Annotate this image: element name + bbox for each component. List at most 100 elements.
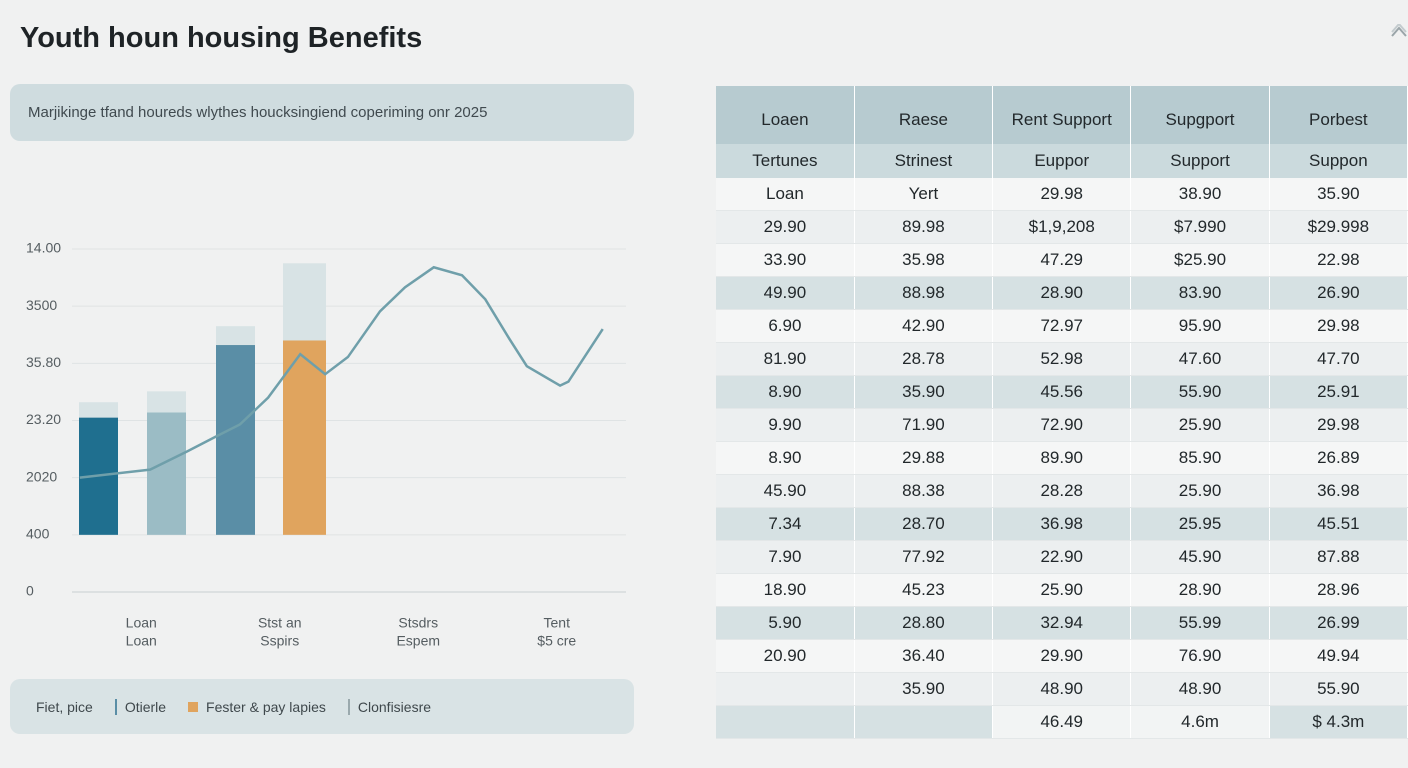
legend-label: Fiet, pice [36, 698, 93, 715]
x-tick-label: Loan [126, 615, 157, 631]
table-row: 5.90 28.80 32.94 55.99 26.99 [716, 606, 1408, 640]
table-cell: 18.90 [716, 573, 855, 607]
header-cell: Strinest [854, 144, 994, 178]
y-tick-label: 400 [26, 526, 50, 542]
table-cell: 36.40 [854, 639, 994, 673]
table-cell: 22.90 [992, 540, 1132, 574]
table-cell: 45.23 [854, 573, 994, 607]
table-cell: 52.98 [992, 342, 1132, 376]
table-cell: 47.29 [992, 243, 1132, 277]
x-tick-label: $5 cre [537, 633, 576, 649]
table-cell [716, 705, 855, 739]
table-row: 6.90 42.90 72.97 95.90 29.98 [716, 309, 1408, 343]
bar [147, 412, 186, 535]
table-cell: 20.90 [716, 639, 855, 673]
table-cell: 72.90 [992, 408, 1132, 442]
header-cell: Loaen [716, 86, 855, 144]
table-row: 46.49 4.6m $ 4.3m [716, 705, 1408, 739]
table-cell: 29.98 [1269, 408, 1408, 442]
table-row: 81.90 28.78 52.98 47.60 47.70 [716, 342, 1408, 376]
table-cell: 48.90 [992, 672, 1132, 706]
chart: 0 400 2020 23.20 35.80 3500 14.00 Loan Loan Stst … [26, 240, 626, 649]
table-cell [854, 705, 994, 739]
table-cell: 29.98 [1269, 309, 1408, 343]
table-cell: 7.34 [716, 507, 855, 541]
table-cell: 95.90 [1130, 309, 1270, 343]
header-cell: Rent Support [992, 86, 1132, 144]
table-cell: 45.90 [716, 474, 855, 508]
legend-label: Otierle [124, 698, 167, 715]
table-cell: 28.28 [992, 474, 1132, 508]
subtitle-box: Marjikinge tfand houreds wlythes houcksi… [10, 84, 634, 141]
table-cell: 28.90 [992, 276, 1132, 310]
table-cell: 28.96 [1269, 573, 1408, 607]
table-cell: 29.98 [992, 178, 1132, 211]
legend-label: Fester & pay lapies [206, 698, 326, 715]
header-cell: Tertunes [716, 144, 855, 178]
y-tick-label: 0 [26, 583, 34, 599]
table-cell: 5.90 [716, 606, 855, 640]
table-cell: 38.90 [1130, 178, 1270, 211]
table-cell: 46.49 [992, 705, 1132, 739]
table-cell: 81.90 [716, 342, 855, 376]
table-cell: 83.90 [1130, 276, 1270, 310]
table-cell: 89.90 [992, 441, 1132, 475]
table-cell: 26.89 [1269, 441, 1408, 475]
table-cell: 55.99 [1130, 606, 1270, 640]
collapse-icon[interactable] [1390, 24, 1408, 38]
table-cell: 8.90 [716, 375, 855, 409]
table-cell: 28.70 [854, 507, 994, 541]
header-cell: Support [1130, 144, 1270, 178]
table-row: Loan Yert 29.98 38.90 35.90 [716, 178, 1408, 211]
table-cell: 89.98 [854, 210, 994, 244]
y-tick-label: 23.20 [26, 411, 61, 427]
y-tick-label: 3500 [26, 297, 57, 313]
table-row: 20.90 36.40 29.90 76.90 49.94 [716, 639, 1408, 673]
x-tick-label: Tent [544, 615, 571, 631]
header-cell: Suppon [1269, 144, 1408, 178]
table-cell: 9.90 [716, 408, 855, 442]
table-cell: 4.6m [1130, 705, 1270, 739]
table-cell: 77.92 [854, 540, 994, 574]
table-cell: 22.98 [1269, 243, 1408, 277]
table-row: 33.90 35.98 47.29 $25.90 22.98 [716, 243, 1408, 277]
table-cell: 55.90 [1130, 375, 1270, 409]
table-row: 35.90 48.90 48.90 55.90 [716, 672, 1408, 706]
table-cell: 88.98 [854, 276, 994, 310]
y-tick-label: 2020 [26, 468, 57, 484]
table-row: 49.90 88.98 28.90 83.90 26.90 [716, 276, 1408, 310]
table-row: 29.90 89.98 $1,9,208 $7.990 $29.998 [716, 210, 1408, 244]
table-cell: 48.90 [1130, 672, 1270, 706]
table-row: 7.90 77.92 22.90 45.90 87.88 [716, 540, 1408, 574]
table-cell: 32.94 [992, 606, 1132, 640]
table-cell: 36.98 [992, 507, 1132, 541]
table-row: 8.90 29.88 89.90 85.90 26.89 [716, 441, 1408, 475]
table-cell: 71.90 [854, 408, 994, 442]
table-cell: $1,9,208 [992, 210, 1132, 244]
legend-item: Clonfisiesre [347, 698, 431, 715]
header-cell: Porbest [1269, 86, 1408, 144]
x-tick-label: Sspirs [260, 633, 299, 649]
y-tick-label: 14.00 [26, 240, 61, 256]
bar-cap [283, 263, 326, 341]
table-cell: 29.90 [992, 639, 1132, 673]
table-cell: 25.90 [1130, 408, 1270, 442]
table-cell: 33.90 [716, 243, 855, 277]
subtitle: Marjikinge tfand houreds wlythes houcksi… [28, 104, 488, 121]
table-cell: 45.56 [992, 375, 1132, 409]
table-cell: 26.99 [1269, 606, 1408, 640]
header-cell: Raese [854, 86, 994, 144]
table-cell: 25.90 [1130, 474, 1270, 508]
bar [216, 345, 255, 535]
table-cell: 87.88 [1269, 540, 1408, 574]
bar-cap [79, 402, 118, 418]
legend-item: Otierle [114, 698, 167, 715]
header-row: Loaen Raese Rent Support Supgport Porbest [716, 86, 1408, 144]
table-cell: $7.990 [1130, 210, 1270, 244]
header-cell: Euppor [992, 144, 1132, 178]
table-cell: 47.70 [1269, 342, 1408, 376]
table-cell: 25.91 [1269, 375, 1408, 409]
table-cell: 49.90 [716, 276, 855, 310]
table-cell: 35.98 [854, 243, 994, 277]
